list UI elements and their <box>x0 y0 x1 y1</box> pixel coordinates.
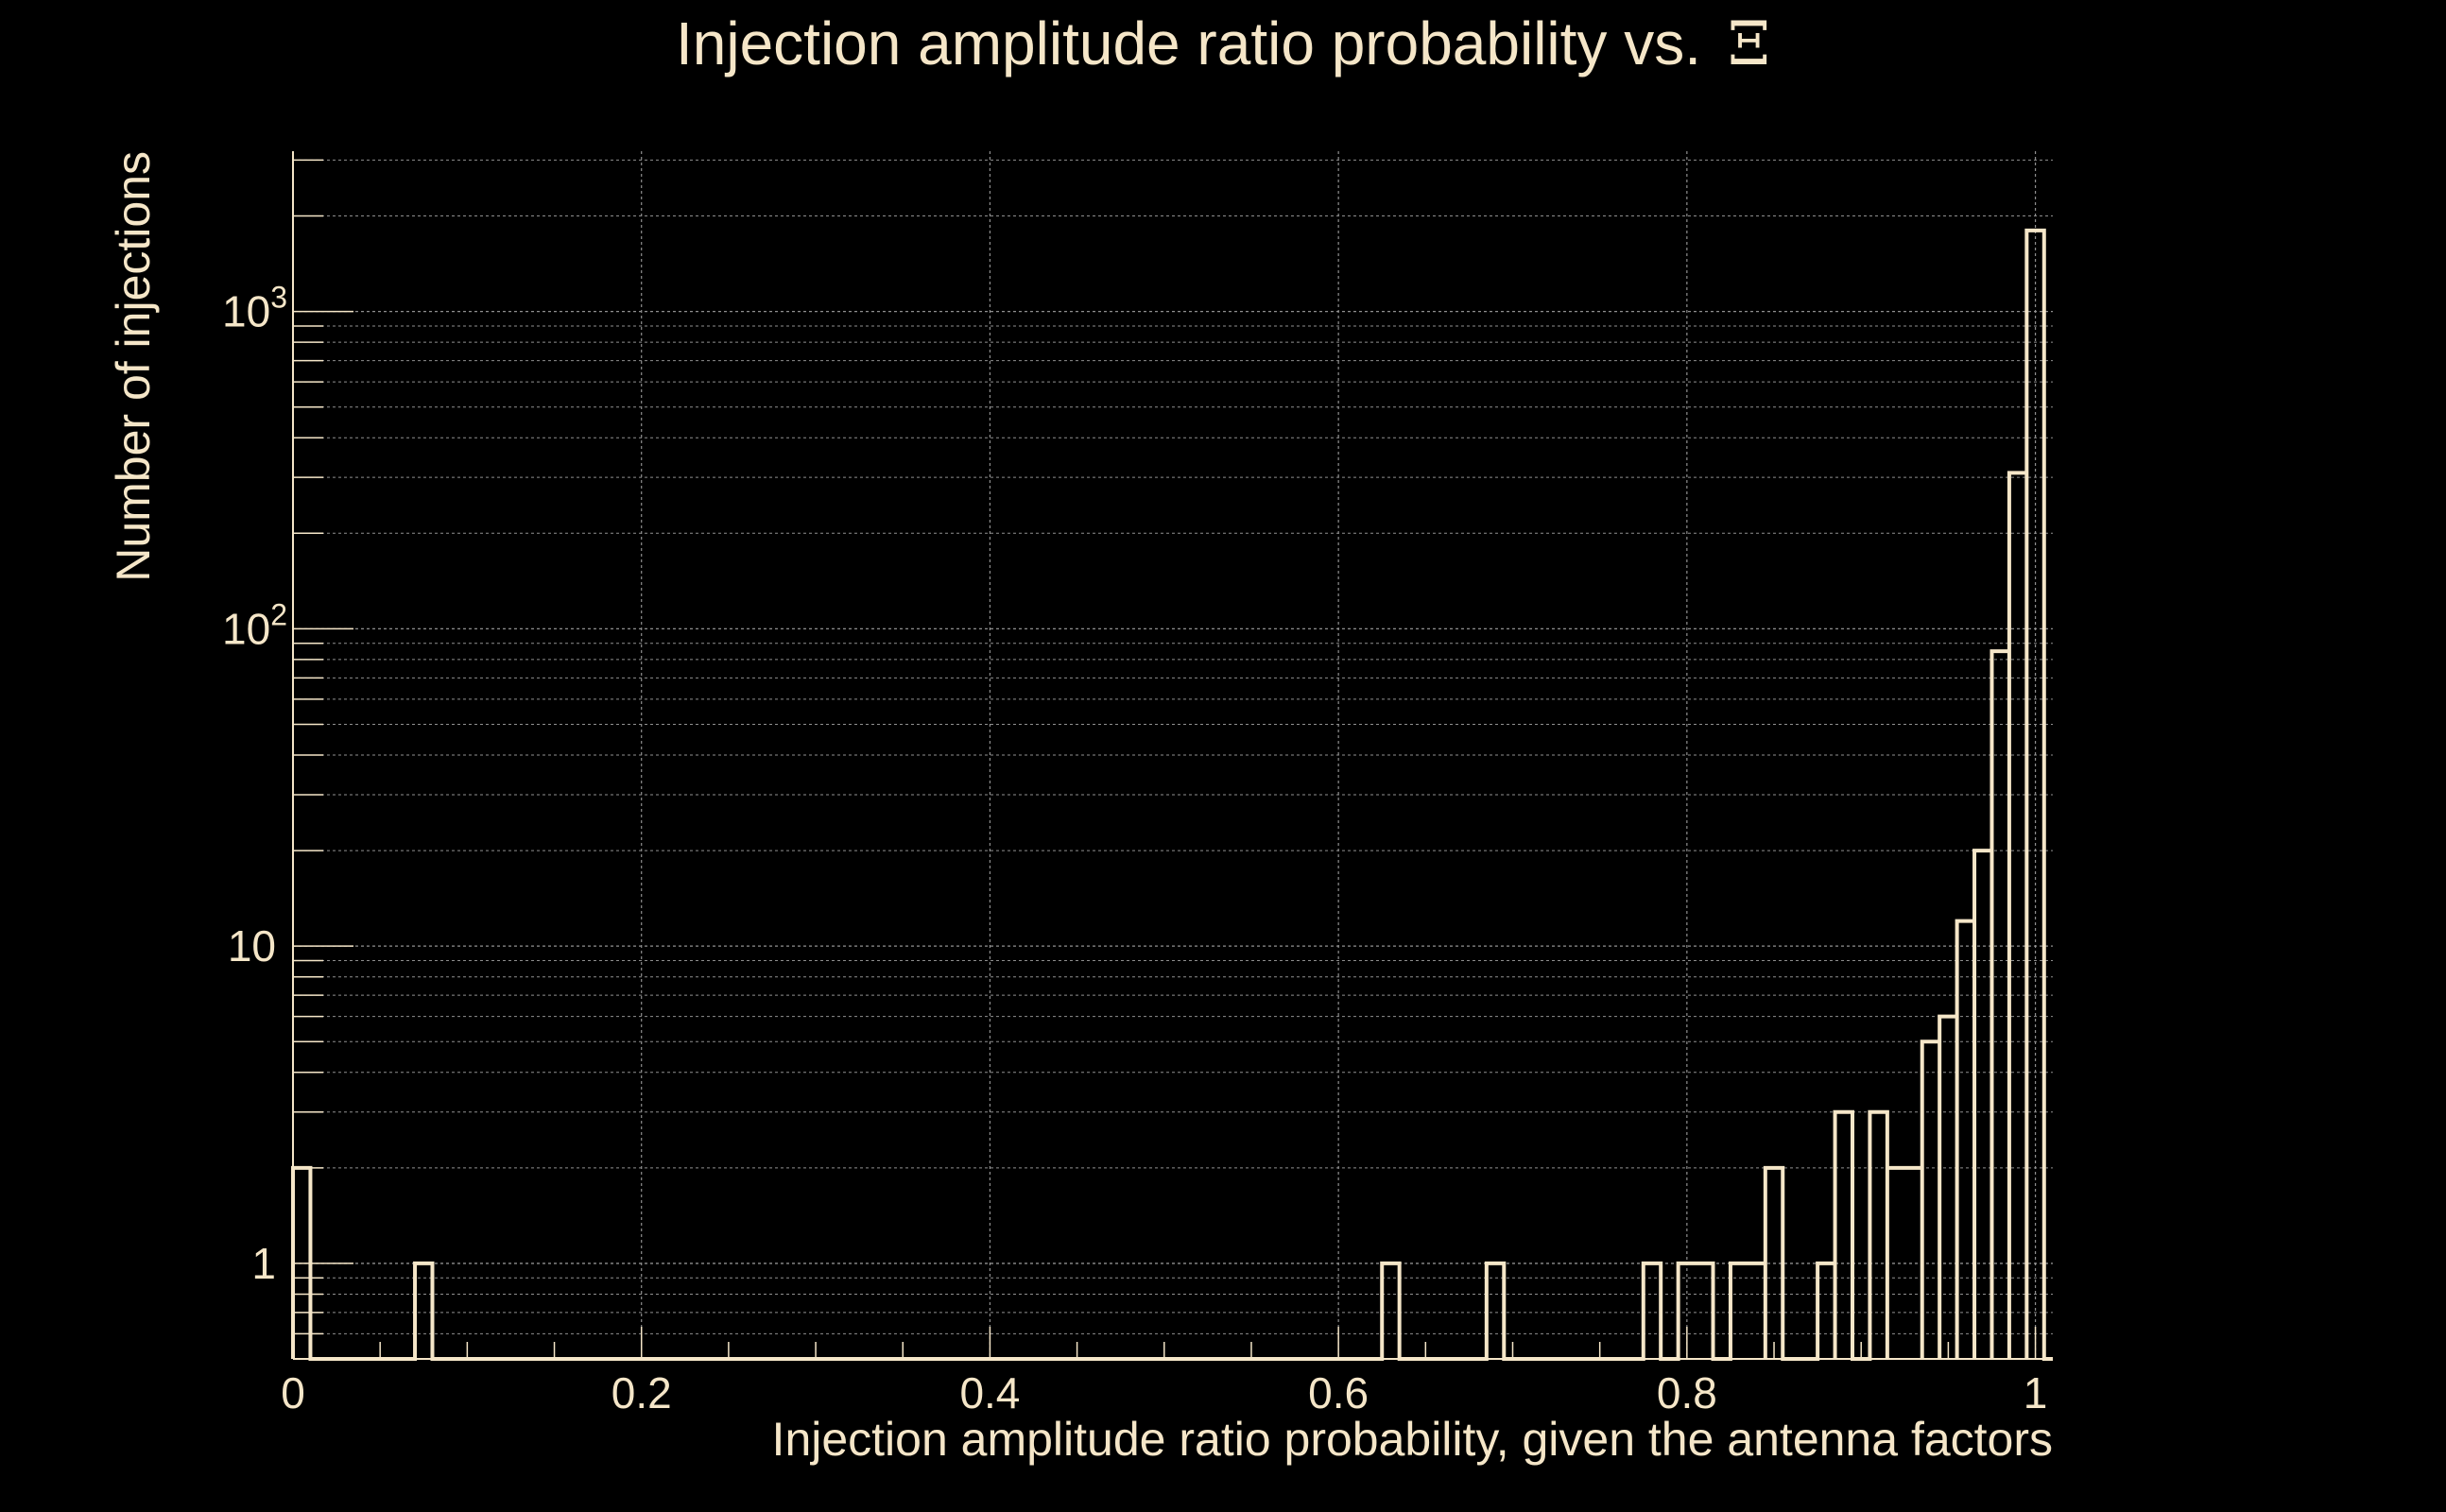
x-tick-label: 0.8 <box>1657 1368 1717 1418</box>
y-axis-label: Number of injections <box>107 151 160 582</box>
chart-title: Injection amplitude ratio probability vs… <box>676 9 1770 79</box>
x-tick-label: 1 <box>2024 1368 2048 1418</box>
x-tick-label: 0 <box>281 1368 305 1418</box>
y-tick-label: 103 <box>222 281 287 336</box>
y-tick-labels: 1 10 102 103 <box>222 281 287 1288</box>
grid-lines <box>292 151 2053 1360</box>
axis-ticks <box>292 159 2037 1360</box>
x-tick-label: 0.2 <box>612 1368 672 1418</box>
y-tick-label: 1 <box>251 1239 276 1288</box>
y-tick-label: 10 <box>228 921 276 971</box>
x-tick-labels: 0 0.2 0.4 0.6 0.8 1 <box>281 1368 2047 1418</box>
y-tick-label: 102 <box>222 597 287 653</box>
histogram-outline <box>291 228 2053 1361</box>
x-tick-label: 0.6 <box>1308 1368 1369 1418</box>
x-tick-label: 0.4 <box>959 1368 1020 1418</box>
x-axis-label: Injection amplitude ratio probability, g… <box>772 1413 2053 1466</box>
